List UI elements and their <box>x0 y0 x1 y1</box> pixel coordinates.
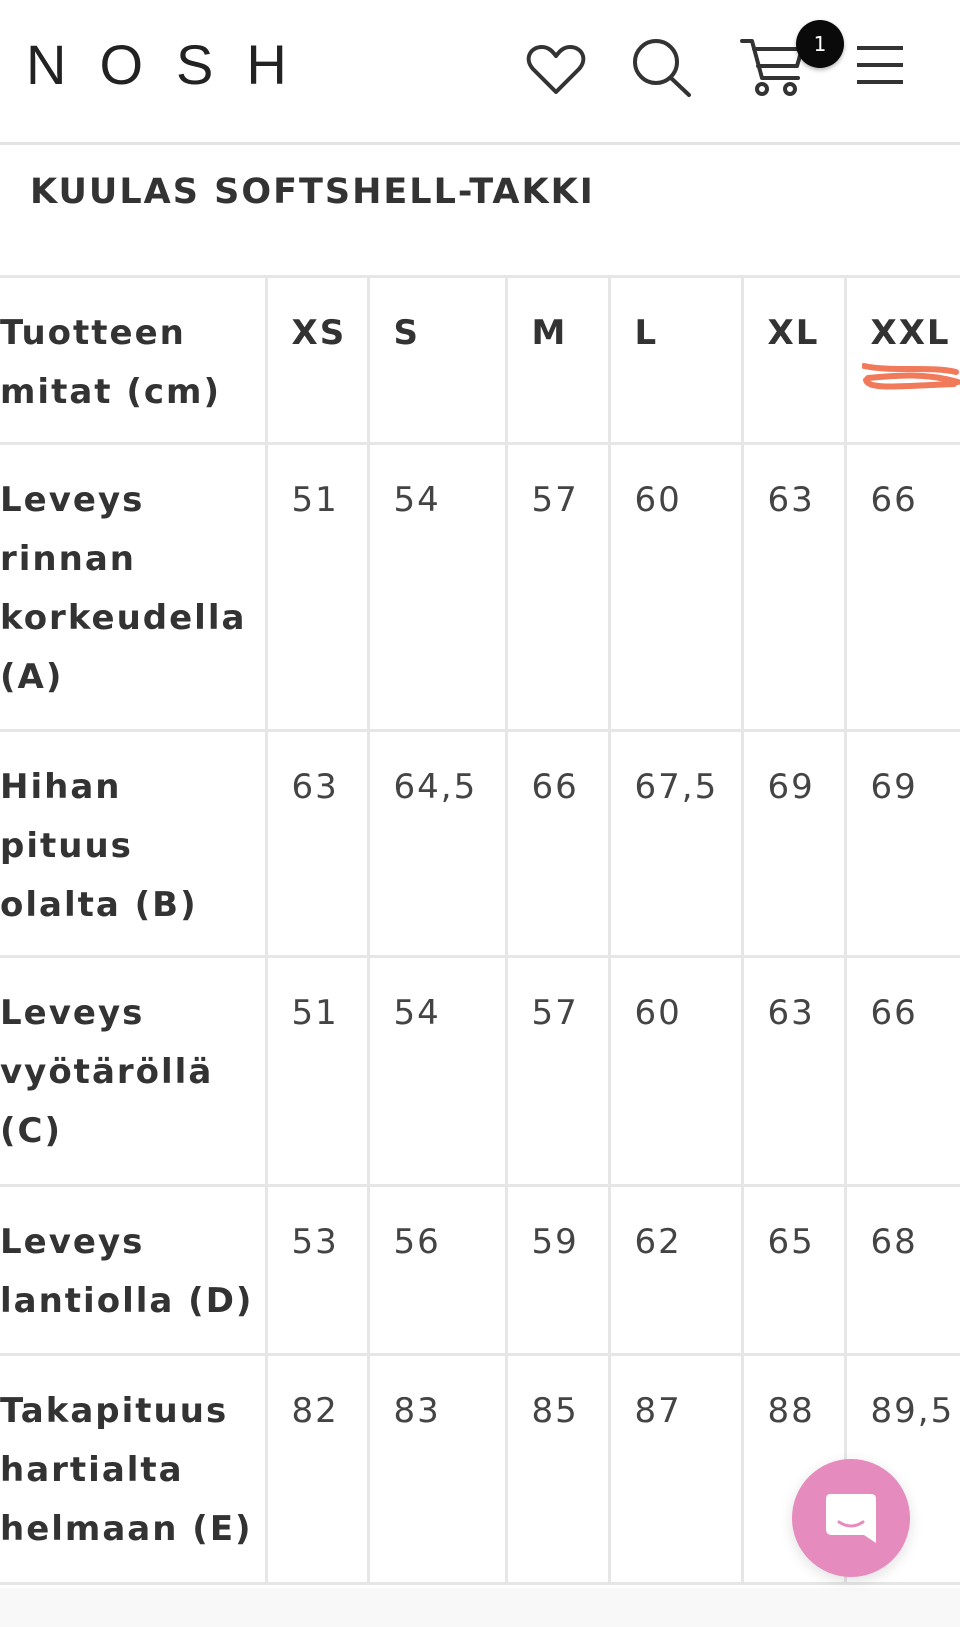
table-header-row: Tuotteen mitat (cm) XS S M L XL XXL <box>0 275 960 445</box>
header-cell: M <box>504 275 611 445</box>
cell: 68 <box>843 1184 960 1356</box>
cell: 66 <box>843 955 960 1187</box>
row-label: Leveys lantiolla (D) <box>0 1184 268 1356</box>
search-icon[interactable] <box>632 38 694 100</box>
cell: 54 <box>366 955 508 1187</box>
row-label: Leveys rinnan korkeudella (A) <box>0 442 268 732</box>
cell: 51 <box>264 955 370 1187</box>
chat-icon <box>826 1494 876 1543</box>
cell: 63 <box>740 955 847 1187</box>
cell: 57 <box>504 442 611 732</box>
header-cell: S <box>366 275 508 445</box>
cell: 82 <box>264 1353 370 1585</box>
cell: 54 <box>366 442 508 732</box>
cell: 60 <box>607 955 744 1187</box>
row-label: Leveys vyötäröllä (C) <box>0 955 268 1187</box>
header-cell: Tuotteen mitat (cm) <box>0 275 268 445</box>
cell: 67,5 <box>607 729 744 958</box>
cell: 69 <box>740 729 847 958</box>
size-table: Tuotteen mitat (cm) XS S M L XL XXL Leve… <box>0 275 960 1585</box>
site-header: NOSH 1 <box>0 0 960 145</box>
table-row: Leveys rinnan korkeudella (A) 51 54 57 6… <box>0 442 960 732</box>
row-label: Takapituus hartialta helmaan (E) <box>0 1353 268 1585</box>
row-label: Hihan pituus olalta (B) <box>0 729 268 958</box>
header-cell: XS <box>264 275 370 445</box>
cell: 87 <box>607 1353 744 1585</box>
cell: 64,5 <box>366 729 508 958</box>
product-title: KUULAS SOFTSHELL-TAKKI <box>30 172 595 212</box>
header-cell: XXL <box>843 275 960 445</box>
cell: 65 <box>740 1184 847 1356</box>
table-row: Leveys vyötäröllä (C) 51 54 57 60 63 66 <box>0 955 960 1187</box>
cell: 69 <box>843 729 960 958</box>
header-cell: L <box>607 275 744 445</box>
logo[interactable]: NOSH <box>26 33 320 96</box>
table-row: Leveys lantiolla (D) 53 56 59 62 65 68 <box>0 1184 960 1356</box>
cell: 62 <box>607 1184 744 1356</box>
heart-icon[interactable] <box>526 44 586 96</box>
cell: 63 <box>264 729 370 958</box>
chat-button[interactable] <box>792 1459 910 1577</box>
table-row: Hihan pituus olalta (B) 63 64,5 66 67,5 … <box>0 729 960 958</box>
cell: 66 <box>504 729 611 958</box>
cell: 51 <box>264 442 370 732</box>
cell: 56 <box>366 1184 508 1356</box>
cell: 59 <box>504 1184 611 1356</box>
menu-icon[interactable] <box>855 44 905 86</box>
cell: 53 <box>264 1184 370 1356</box>
cell: 63 <box>740 442 847 732</box>
cell: 85 <box>504 1353 611 1585</box>
cell: 57 <box>504 955 611 1187</box>
cart-count-badge: 1 <box>796 20 844 68</box>
page-footer-strip <box>0 1588 960 1627</box>
cell: 66 <box>843 442 960 732</box>
cell: 88 <box>740 1353 847 1585</box>
table-row: Takapituus hartialta helmaan (E) 82 83 8… <box>0 1353 960 1585</box>
cell: 60 <box>607 442 744 732</box>
cell: 83 <box>366 1353 508 1585</box>
header-cell: XL <box>740 275 847 445</box>
cart-icon[interactable] <box>740 38 806 98</box>
xxl-highlight-mark <box>862 363 960 390</box>
